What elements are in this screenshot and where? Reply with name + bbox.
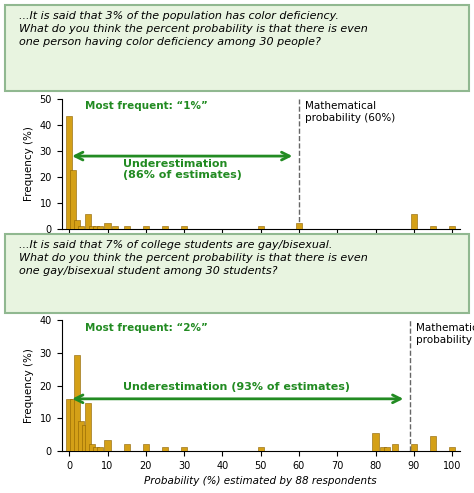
Bar: [124, 226, 130, 229]
X-axis label: Probability (%) estimated by 88 respondents: Probability (%) estimated by 88 responde…: [145, 476, 377, 487]
Text: ...It is said that 7% of college students are gay/bisexual.
What do you think th: ...It is said that 7% of college student…: [18, 240, 367, 276]
Bar: [74, 354, 80, 451]
Bar: [449, 226, 455, 229]
Bar: [430, 436, 436, 451]
Text: Mathematical
probability (60%): Mathematical probability (60%): [305, 101, 395, 123]
Bar: [93, 447, 99, 451]
Bar: [380, 447, 386, 451]
Bar: [104, 223, 110, 229]
Bar: [143, 226, 149, 229]
Bar: [70, 399, 76, 451]
Bar: [66, 116, 73, 229]
Bar: [296, 223, 302, 229]
Bar: [373, 432, 379, 451]
Bar: [66, 399, 73, 451]
Bar: [258, 447, 264, 451]
Bar: [74, 220, 80, 229]
Bar: [97, 447, 103, 451]
Bar: [78, 422, 84, 451]
Text: ...It is said that 3% of the population has color deficiency.
What do you think : ...It is said that 3% of the population …: [18, 11, 367, 47]
Bar: [93, 226, 99, 229]
Bar: [430, 226, 436, 229]
Bar: [78, 226, 84, 229]
Bar: [104, 440, 110, 451]
Bar: [384, 447, 390, 451]
Bar: [85, 214, 91, 229]
Bar: [85, 403, 91, 451]
Bar: [181, 447, 187, 451]
Bar: [82, 425, 88, 451]
Bar: [162, 226, 168, 229]
Text: Most frequent: “2%”: Most frequent: “2%”: [84, 323, 208, 333]
X-axis label: Probability (%) estimated by 88 respondents: Probability (%) estimated by 88 responde…: [145, 254, 377, 265]
Bar: [112, 226, 118, 229]
Text: Underestimation
(86% of estimates): Underestimation (86% of estimates): [123, 159, 242, 180]
Bar: [258, 226, 264, 229]
Bar: [143, 444, 149, 451]
Y-axis label: Frequency (%): Frequency (%): [24, 349, 34, 423]
Bar: [89, 226, 95, 229]
Bar: [162, 447, 168, 451]
Bar: [97, 226, 103, 229]
Bar: [449, 447, 455, 451]
Bar: [89, 444, 95, 451]
Bar: [411, 214, 417, 229]
Bar: [70, 170, 76, 229]
Bar: [181, 226, 187, 229]
Text: Underestimation (93% of estimates): Underestimation (93% of estimates): [123, 382, 350, 392]
Bar: [124, 444, 130, 451]
Bar: [411, 444, 417, 451]
Text: Most frequent: “1%”: Most frequent: “1%”: [84, 101, 208, 111]
Bar: [392, 444, 398, 451]
Text: Mathematical
probability (89%): Mathematical probability (89%): [416, 323, 474, 345]
Y-axis label: Frequency (%): Frequency (%): [24, 127, 34, 201]
